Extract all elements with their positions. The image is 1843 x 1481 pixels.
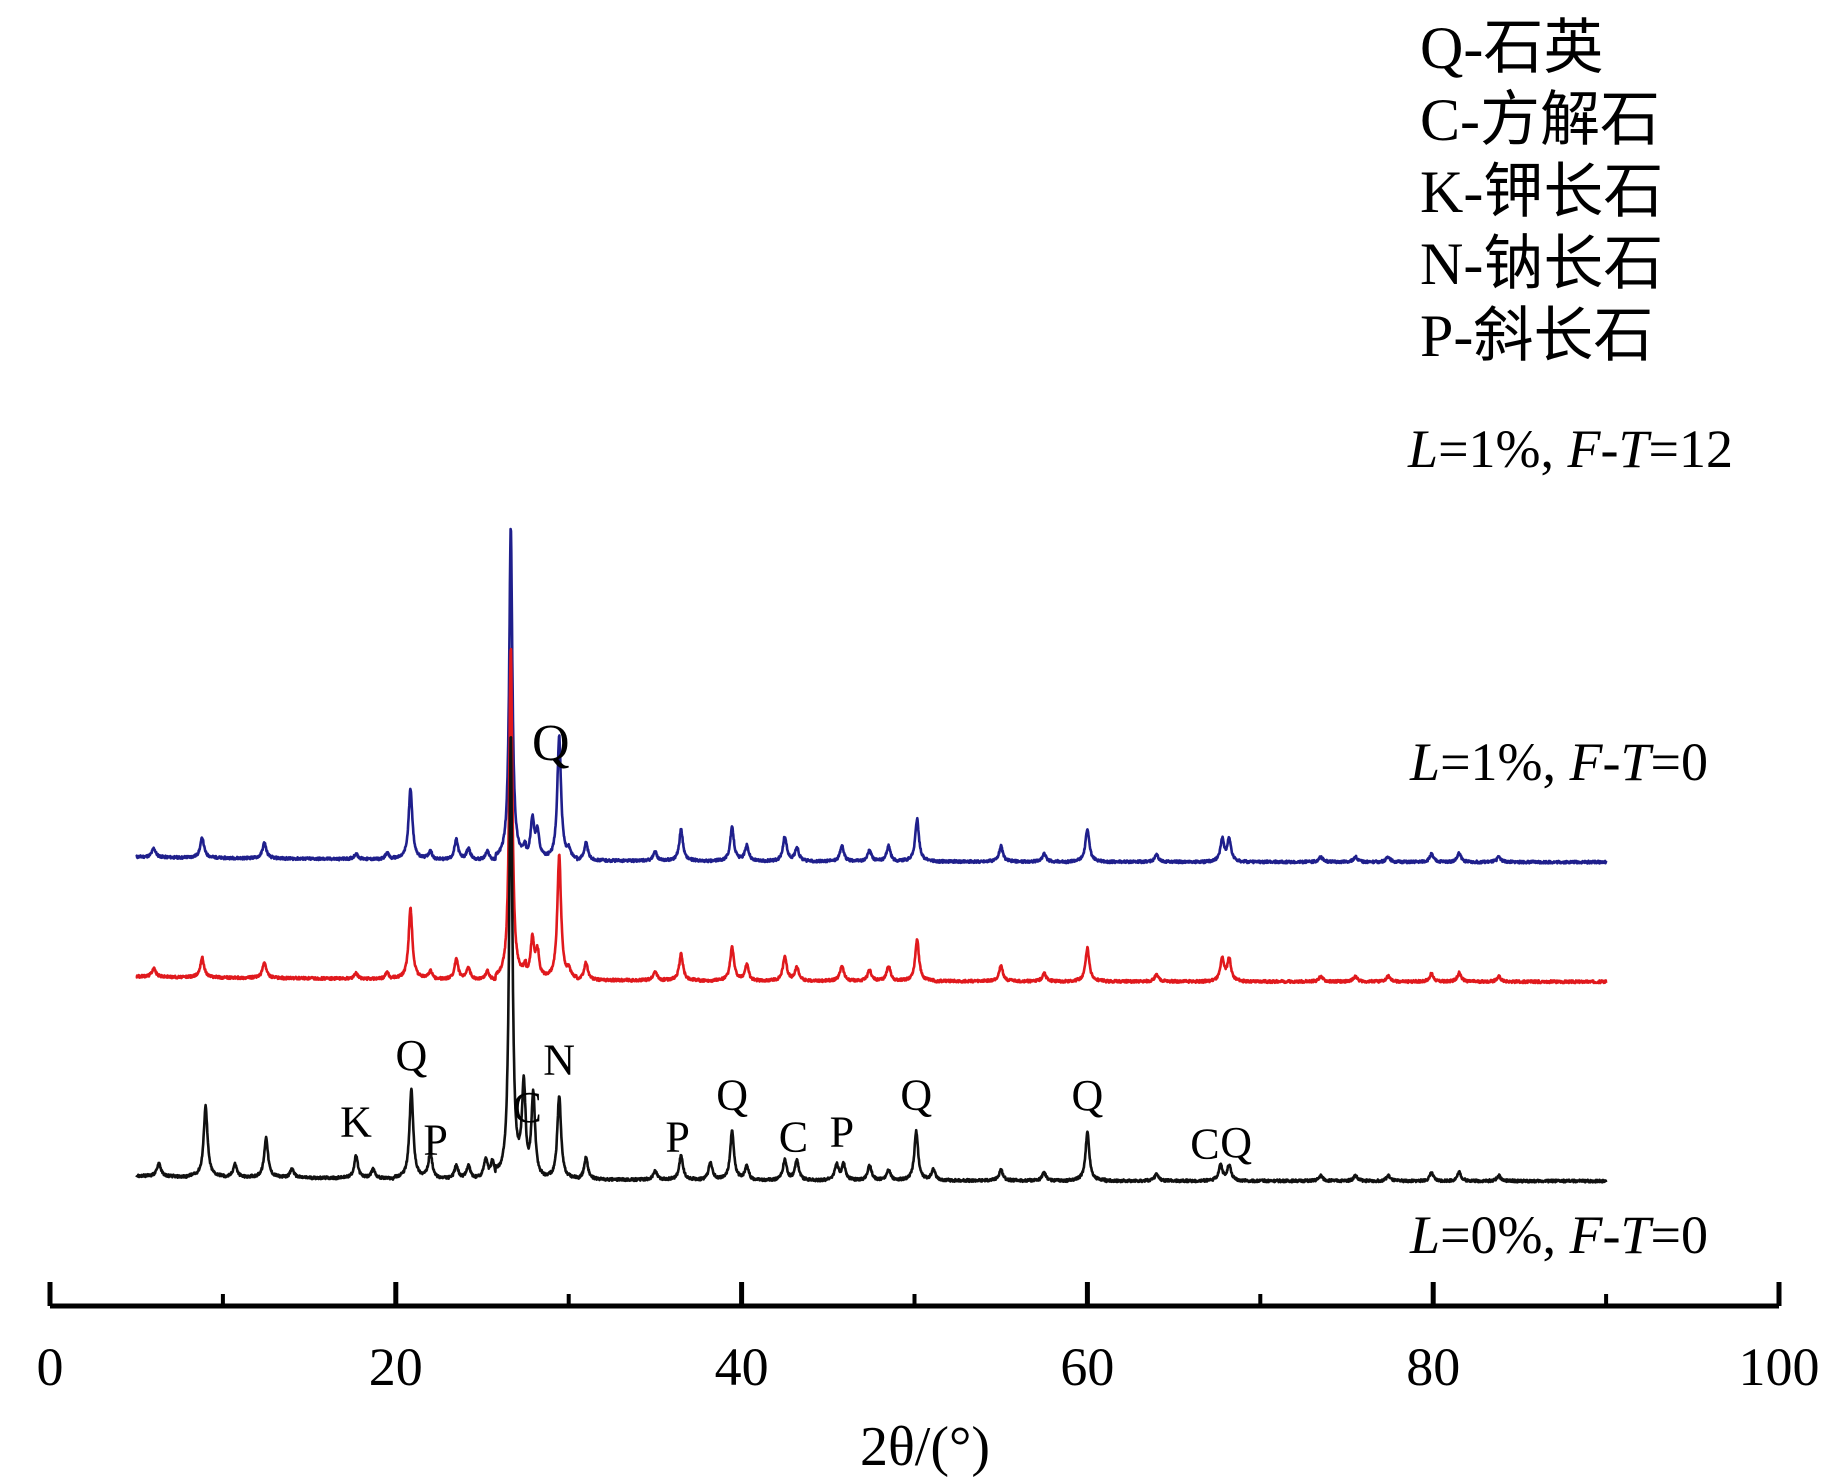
peak-label: Q (1072, 1071, 1104, 1120)
x-tick-label: 0 (37, 1337, 64, 1397)
series-line (135, 647, 1608, 985)
series-label-ft0-l1: L=1%, F-T=0 (1410, 732, 1708, 792)
x-tick-label: 20 (369, 1337, 423, 1397)
peak-label: N (543, 1035, 575, 1084)
legend-item-n: N-钠长石 (1420, 231, 1664, 297)
legend-item-k: K-钾长石 (1420, 159, 1664, 225)
peak-label: P (830, 1107, 854, 1156)
peak-label: C (1190, 1119, 1219, 1168)
series-label-ft12: L=1%, F-T=12 (1408, 419, 1733, 479)
series-line (135, 527, 1608, 865)
peak-label: P (423, 1115, 447, 1164)
peak-label: K (340, 1097, 372, 1146)
x-axis-title: 2θ/(°) (860, 1416, 990, 1478)
x-tick-label: 100 (1739, 1337, 1820, 1397)
legend-item-q: Q-石英 (1420, 15, 1604, 81)
x-tick-label: 80 (1406, 1337, 1460, 1397)
peak-label: Q (532, 715, 570, 772)
x-tick-label: 60 (1060, 1337, 1114, 1397)
series-line (135, 735, 1608, 1184)
peak-label: P (665, 1112, 689, 1161)
peak-label: Q (900, 1071, 932, 1120)
legend-item-p: P-斜长石 (1420, 303, 1654, 369)
peak-label: C (779, 1112, 808, 1161)
peak-label: Q (716, 1071, 748, 1120)
peak-label: Q (395, 1031, 427, 1080)
peak-label: Q (1220, 1118, 1252, 1167)
peak-label: C (513, 1083, 542, 1132)
series-label-ft0-l0: L=0%, F-T=0 (1410, 1205, 1708, 1265)
x-tick-label: 40 (715, 1337, 769, 1397)
legend-item-c: C-方解石 (1420, 87, 1661, 153)
series-layer (135, 527, 1608, 1184)
x-axis: 0 20 40 60 80 100 (37, 1282, 1820, 1397)
